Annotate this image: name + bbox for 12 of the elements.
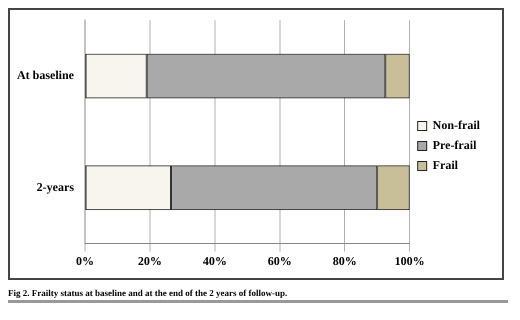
- x-tick-label: 80%: [332, 254, 357, 268]
- x-tick-label: 100%: [394, 254, 425, 268]
- x-tick-label: 40%: [202, 254, 227, 268]
- y-tick-label: 2-years: [36, 180, 74, 194]
- x-tick-label: 0%: [76, 254, 94, 268]
- y-tick-label: At baseline: [17, 68, 75, 82]
- legend-label: Non-frail: [432, 118, 481, 132]
- legend-label: Pre-frail: [432, 138, 478, 152]
- legend-label: Frail: [432, 158, 459, 172]
- x-tick-label: 20%: [138, 254, 162, 268]
- caption: Fig 2. Frailty status at baseline and at the end of the 2 years of follow-up.: [8, 288, 508, 303]
- x-tick-label: 60%: [268, 254, 292, 268]
